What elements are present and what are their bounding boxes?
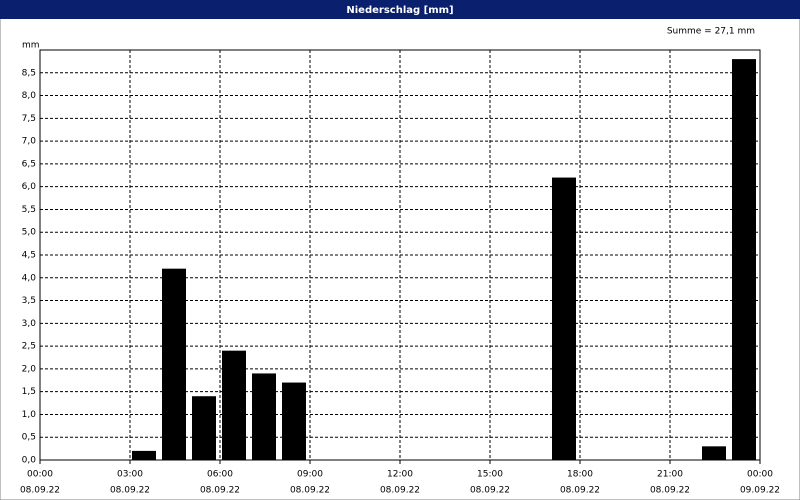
bar (222, 350, 246, 460)
y-tick-label: 8,5 (22, 68, 36, 78)
y-tick-label: 2,5 (22, 342, 36, 352)
annotation: Summe = 27,1 mm (667, 27, 755, 37)
x-tick-date: 09.09.22 (740, 486, 780, 496)
x-tick-label: 09:00 (297, 470, 323, 480)
bar (192, 396, 216, 460)
bar (732, 59, 756, 460)
x-tick-date: 08.09.22 (290, 486, 330, 496)
chart-title: Niederschlag [mm] (346, 5, 453, 16)
x-tick-date: 08.09.22 (560, 486, 600, 496)
y-tick-label: 8,0 (22, 91, 37, 101)
y-tick-label: 2,0 (22, 364, 37, 374)
x-tick-label: 03:00 (117, 470, 143, 480)
y-tick-label: 0,5 (22, 433, 36, 443)
y-tick-label: 0,0 (22, 456, 37, 466)
y-tick-label: 7,5 (22, 114, 36, 124)
y-tick-label: 4,0 (22, 273, 37, 283)
x-tick-date: 08.09.22 (470, 486, 510, 496)
bar (162, 268, 186, 460)
y-tick-label: 3,5 (22, 296, 36, 306)
x-tick-label: 06:00 (207, 470, 233, 480)
y-tick-label: 1,5 (22, 387, 36, 397)
bar (282, 382, 306, 460)
y-unit: mm (22, 41, 40, 51)
x-tick-label: 21:00 (657, 470, 683, 480)
title-bar (0, 0, 800, 19)
y-tick-label: 3,0 (22, 319, 37, 329)
x-tick-date: 08.09.22 (380, 486, 420, 496)
bar (252, 373, 276, 460)
x-tick-date: 08.09.22 (650, 486, 690, 496)
x-tick-label: 15:00 (477, 470, 503, 480)
y-tick-label: 6,0 (22, 182, 37, 192)
x-tick-label: 00:00 (747, 470, 773, 480)
x-tick-label: 00:00 (27, 470, 53, 480)
y-tick-label: 1,0 (22, 410, 37, 420)
bar (132, 450, 156, 460)
plot-border (39, 49, 761, 461)
y-tick-label: 5,5 (22, 205, 36, 215)
x-tick-label: 12:00 (387, 470, 413, 480)
bar (702, 446, 726, 460)
bar (552, 177, 576, 461)
y-tick-label: 7,0 (22, 137, 37, 147)
y-tick-label: 4,5 (22, 251, 36, 261)
x-tick-date: 08.09.22 (200, 486, 240, 496)
x-tick-date: 08.09.22 (20, 486, 60, 496)
x-tick-label: 18:00 (567, 470, 593, 480)
y-tick-label: 6,5 (22, 159, 36, 169)
y-tick-label: 5,0 (22, 228, 37, 238)
x-tick-date: 08.09.22 (110, 486, 150, 496)
